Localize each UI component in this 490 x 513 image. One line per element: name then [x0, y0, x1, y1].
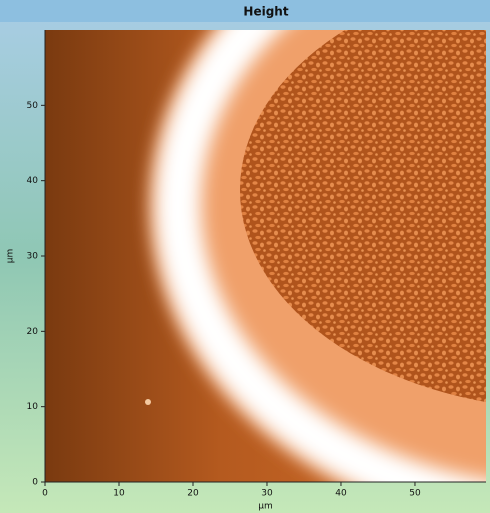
x-tick-label: 50 [409, 489, 421, 499]
x-tick-label: 20 [187, 489, 199, 499]
y-tick-label: 20 [27, 327, 39, 337]
page: {"chart_data": {"type": "image", "title"… [0, 0, 490, 513]
y-axis-label: µm [6, 249, 16, 264]
x-tick-label: 40 [335, 489, 347, 499]
chart-title: Height [243, 5, 288, 19]
x-tick-label: 0 [42, 489, 48, 499]
x-tick-label: 30 [261, 489, 273, 499]
x-axis-label: µm [258, 502, 273, 512]
height-map [45, 0, 490, 513]
y-tick-label: 50 [27, 101, 39, 111]
chart: Height 0 10 20 30 40 50 0 10 20 30 40 50 µm µm [0, 0, 490, 513]
x-tick-label: 10 [113, 489, 125, 499]
y-tick-label: 30 [27, 252, 39, 262]
y-tick-label: 10 [27, 402, 39, 412]
y-tick-label: 0 [32, 478, 38, 488]
y-tick-label: 40 [27, 176, 39, 186]
